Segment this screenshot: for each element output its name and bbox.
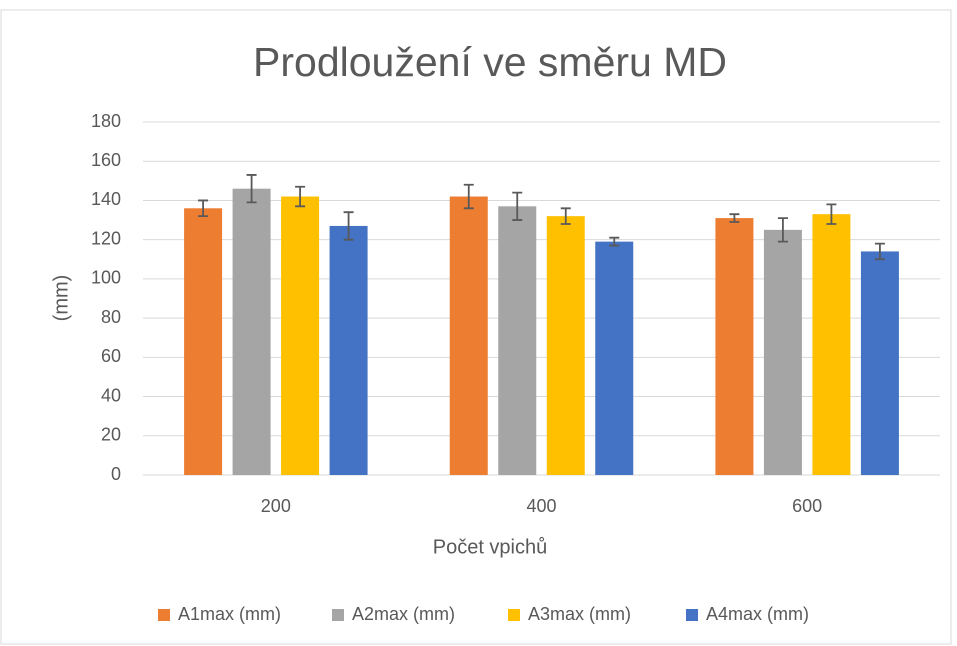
legend-swatch <box>332 609 344 621</box>
y-axis-label: (mm) <box>50 275 72 322</box>
y-tick-label: 120 <box>91 228 121 248</box>
x-tick-label: 400 <box>526 496 556 516</box>
y-tick-label: 0 <box>111 464 121 484</box>
bar <box>715 218 754 475</box>
y-tick-label: 80 <box>101 307 121 327</box>
bar <box>860 251 899 475</box>
error-bar <box>560 207 571 225</box>
legend-swatch <box>508 609 520 621</box>
legend-label: A4max (mm) <box>706 604 809 624</box>
error-bar <box>295 185 306 208</box>
y-tick-label: 180 <box>91 111 121 131</box>
legend-label: A1max (mm) <box>178 604 281 624</box>
error-bar <box>198 199 209 218</box>
legend-label: A3max (mm) <box>528 604 631 624</box>
bar <box>498 206 537 476</box>
error-bar <box>246 174 257 204</box>
bar <box>812 214 851 475</box>
bar <box>763 229 802 475</box>
y-tick-label: 100 <box>91 268 121 288</box>
error-bar <box>826 203 837 225</box>
error-bar <box>777 217 788 243</box>
chart-title: Prodloužení ve směru MD <box>253 39 727 85</box>
error-bar <box>729 213 740 223</box>
error-bar <box>609 236 620 247</box>
y-tick-label: 60 <box>101 346 121 366</box>
x-tick-label: 600 <box>792 496 822 516</box>
error-bar <box>343 211 354 241</box>
bar <box>595 241 634 475</box>
legend-swatch <box>158 609 170 621</box>
y-tick-label: 40 <box>101 385 121 405</box>
error-bar <box>874 242 885 261</box>
error-bar <box>512 191 523 221</box>
bar <box>184 208 223 476</box>
y-tick-label: 20 <box>101 425 121 445</box>
legend-swatch <box>686 609 698 621</box>
bar <box>329 225 368 475</box>
y-tick-label: 140 <box>91 189 121 209</box>
legend-label: A2max (mm) <box>352 604 455 624</box>
bar <box>232 188 271 475</box>
x-tick-label: 200 <box>261 496 291 516</box>
x-axis-label: Počet vpichů <box>433 536 548 558</box>
y-tick-label: 160 <box>91 150 121 170</box>
bar <box>281 196 320 475</box>
bar <box>546 216 585 475</box>
bar <box>449 196 488 475</box>
error-bar <box>463 183 474 210</box>
